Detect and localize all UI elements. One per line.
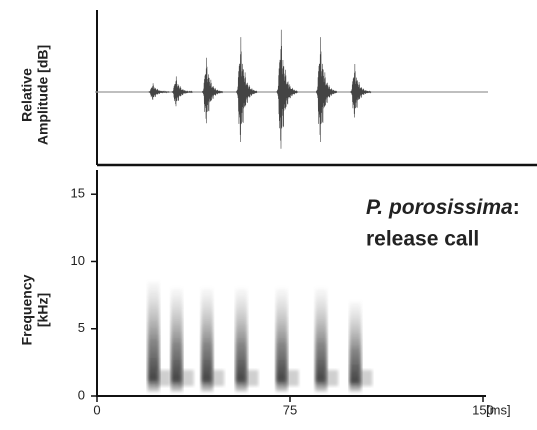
- x-tick-label: 0: [93, 402, 100, 417]
- pulse: [276, 29, 298, 149]
- pulse-spectrum: [170, 288, 183, 392]
- pulse: [201, 57, 224, 124]
- y-tick-label: 5: [78, 320, 85, 335]
- y-tick-label: 10: [71, 253, 85, 268]
- osc-ylabel: Relative: [19, 68, 35, 122]
- pulse-tail: [284, 370, 299, 386]
- annotation: release call: [366, 228, 479, 251]
- pulse-tail: [244, 370, 259, 386]
- separator: :: [513, 196, 520, 219]
- annotation: P. porosissima:: [366, 196, 520, 219]
- y-tick-label: 0: [78, 387, 85, 402]
- y-tick-label: 15: [71, 186, 85, 201]
- pulse: [350, 63, 372, 118]
- pulse-tail: [324, 370, 339, 386]
- species: P. porosissima: [366, 196, 513, 219]
- spec-ylabel: Frequency: [19, 274, 35, 345]
- pulse-tail: [179, 370, 194, 386]
- x-label: [ms]: [486, 402, 511, 417]
- pulse: [171, 76, 193, 107]
- pulse-spectrum: [275, 288, 288, 392]
- pulse-spectrum: [201, 288, 214, 392]
- pulse-tail: [156, 370, 171, 386]
- pulse: [315, 37, 338, 142]
- pulse-spectrum: [349, 301, 362, 392]
- x-tick-label: 150: [472, 402, 494, 417]
- spec-ylabel: [kHz]: [35, 293, 51, 327]
- pulse-spectrum: [147, 281, 160, 392]
- pulse-tail: [358, 370, 373, 386]
- pulse: [236, 37, 258, 142]
- pulse: [148, 83, 170, 100]
- pulse-tail: [210, 370, 225, 386]
- pulse-spectrum: [315, 288, 328, 392]
- x-tick-label: 75: [283, 402, 297, 417]
- osc-ylabel: Amplitude [dB]: [35, 45, 51, 145]
- pulse-spectrum: [235, 288, 248, 392]
